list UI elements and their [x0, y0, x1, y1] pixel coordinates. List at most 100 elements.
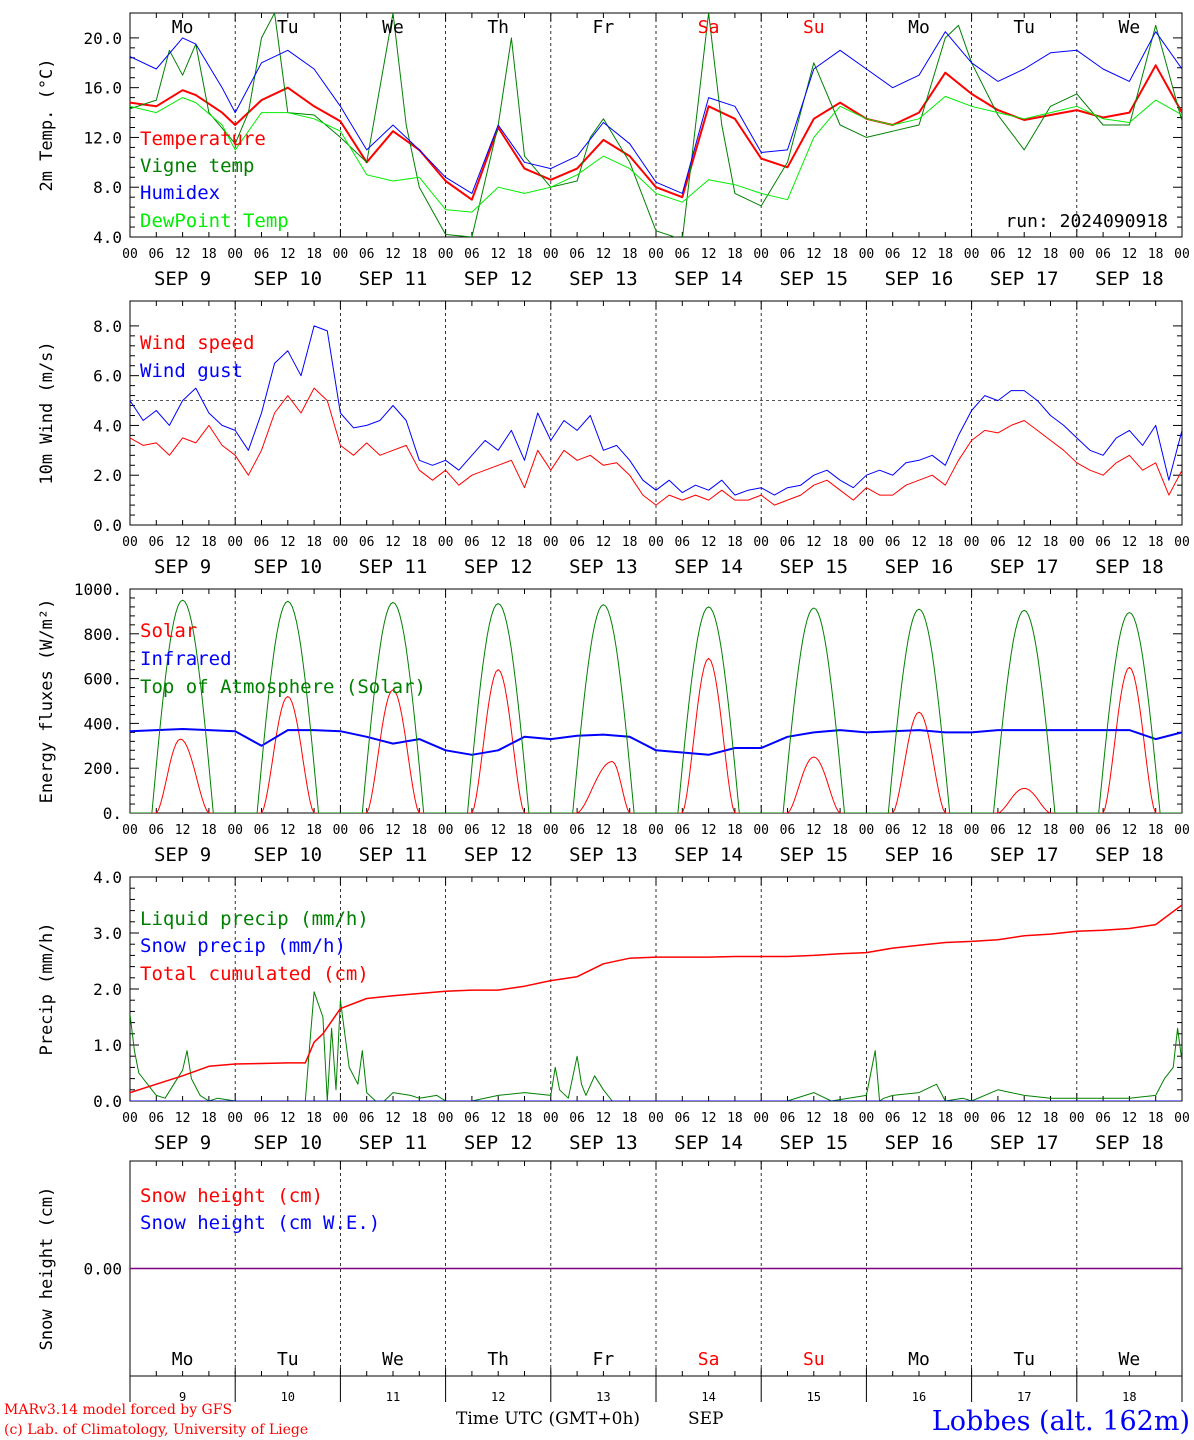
- y-tick-label: 6.0: [93, 367, 122, 386]
- hour-tick-label: 00: [122, 247, 138, 262]
- legend-entry: Humidex: [140, 182, 220, 204]
- hour-tick-label: 06: [148, 1111, 164, 1126]
- hour-tick-label: 00: [1174, 1111, 1190, 1126]
- panel-wind: 0.0 2.0 4.0 6.0 8.0 10m Wind (m/s) Wind speed W…: [37, 300, 1190, 578]
- hour-tick-label: 00: [753, 823, 769, 838]
- series-line-solar: [130, 657, 1182, 813]
- date-label: SEP 11: [359, 1132, 428, 1154]
- hour-tick-label: 06: [674, 247, 690, 262]
- hour-tick-label: 00: [227, 1111, 243, 1126]
- y-axis-label: Energy fluxes (W/m²): [37, 599, 57, 804]
- day-name-label: Fr: [593, 17, 615, 38]
- date-label: SEP 12: [464, 1132, 533, 1154]
- y-tick-label: 200.: [83, 759, 122, 778]
- hour-tick-label: 12: [1122, 1111, 1138, 1126]
- month-label: SEP: [688, 1409, 724, 1429]
- day-name-label: Mo: [908, 1349, 930, 1370]
- day-name-label: We: [1119, 1349, 1141, 1370]
- day-name-label: Tu: [1013, 17, 1035, 38]
- hour-tick-label: 12: [596, 247, 612, 262]
- hour-tick-label: 00: [1174, 535, 1190, 550]
- date-label: SEP 16: [885, 1132, 954, 1154]
- series-line-wind-gust: [130, 325, 1182, 496]
- hour-tick-label: 06: [464, 1111, 480, 1126]
- hour-tick-label: 06: [254, 1111, 270, 1126]
- hour-tick-label: 06: [359, 1111, 375, 1126]
- hour-tick-label: 06: [464, 823, 480, 838]
- hour-tick-label: 18: [727, 535, 743, 550]
- hour-tick-label: 18: [1043, 535, 1059, 550]
- panel-precip: 0.0 1.0 2.0 3.0 4.0 Precip (mm/h) Liquid preci…: [37, 868, 1190, 1154]
- date-label: SEP 13: [569, 844, 638, 866]
- y-tick-label: 600.: [83, 670, 122, 689]
- legend-entry: Top of Atmosphere (Solar): [140, 676, 426, 698]
- hour-tick-label: 12: [911, 1111, 927, 1126]
- hour-tick-label: 00: [859, 247, 875, 262]
- date-label: SEP 17: [990, 844, 1059, 866]
- hour-tick-label: 00: [964, 1111, 980, 1126]
- hour-tick-label: 18: [1148, 823, 1164, 838]
- date-label: SEP 13: [569, 268, 638, 290]
- hour-tick-label: 06: [780, 247, 796, 262]
- date-label: SEP 12: [464, 844, 533, 866]
- date-label: SEP 10: [253, 844, 322, 866]
- day-name-label: Fr: [593, 1349, 615, 1370]
- hour-tick-label: 00: [227, 823, 243, 838]
- hour-tick-label: 00: [1069, 247, 1085, 262]
- hour-tick-label: 12: [806, 823, 822, 838]
- hour-tick-label: 12: [175, 823, 191, 838]
- hour-tick-label: 06: [254, 823, 270, 838]
- hour-tick-label: 12: [596, 823, 612, 838]
- y-axis-label: 10m Wind (m/s): [37, 341, 57, 484]
- hour-tick-label: 12: [385, 823, 401, 838]
- series-group: [130, 904, 1182, 1101]
- series-group: [130, 325, 1182, 506]
- hour-tick-label: 18: [306, 247, 322, 262]
- hour-tick-label: 00: [438, 1111, 454, 1126]
- legend-entry: Temperature: [140, 128, 266, 150]
- y-tick-label: 3.0: [93, 924, 122, 943]
- hour-tick-label: 18: [517, 535, 533, 550]
- series-line-humidex: [130, 31, 1182, 194]
- date-label: SEP 18: [1095, 268, 1164, 290]
- legend-entry: Snow precip (mm/h): [140, 935, 346, 957]
- hour-tick-label: 12: [806, 1111, 822, 1126]
- y-tick-label: 0.00: [83, 1260, 122, 1279]
- hour-tick-label: 12: [1016, 535, 1032, 550]
- day-number-label: 17: [1017, 1390, 1031, 1404]
- day-number-label: 12: [491, 1390, 505, 1404]
- hour-tick-label: 00: [753, 1111, 769, 1126]
- hour-tick-label: 00: [648, 535, 664, 550]
- hour-tick-label: 18: [411, 823, 427, 838]
- hour-tick-label: 18: [1043, 1111, 1059, 1126]
- hour-tick-label: 00: [859, 1111, 875, 1126]
- hour-tick-label: 18: [411, 1111, 427, 1126]
- hour-tick-label: 06: [780, 535, 796, 550]
- hour-tick-label: 06: [990, 823, 1006, 838]
- hour-tick-label: 18: [411, 535, 427, 550]
- date-label: SEP 17: [990, 268, 1059, 290]
- y-tick-label: 8.0: [93, 317, 122, 336]
- y-tick-label: 400.: [83, 714, 122, 733]
- day-number-label: 11: [386, 1390, 400, 1404]
- hour-tick-label: 06: [990, 535, 1006, 550]
- hour-tick-label: 18: [1148, 535, 1164, 550]
- hour-tick-label: 12: [385, 1111, 401, 1126]
- x-axis-title: Time UTC (GMT+0h): [456, 1409, 640, 1429]
- date-label: SEP 18: [1095, 844, 1164, 866]
- hour-tick-label: 00: [648, 247, 664, 262]
- hour-tick-label: 06: [885, 247, 901, 262]
- credit-line-2: (c) Lab. of Climatology, University of L…: [4, 1422, 308, 1438]
- day-name-label: We: [382, 1349, 404, 1370]
- date-label: SEP 16: [885, 844, 954, 866]
- date-label: SEP 17: [990, 556, 1059, 578]
- hour-tick-label: 12: [1016, 823, 1032, 838]
- hour-tick-label: 06: [569, 535, 585, 550]
- hour-tick-label: 06: [464, 247, 480, 262]
- y-tick-label: 4.0: [93, 868, 122, 887]
- y-axis-label: Precip (mm/h): [37, 922, 57, 1055]
- hour-tick-label: 12: [385, 535, 401, 550]
- hour-tick-label: 12: [1016, 1111, 1032, 1126]
- date-label: SEP 16: [885, 556, 954, 578]
- hour-tick-label: 06: [885, 535, 901, 550]
